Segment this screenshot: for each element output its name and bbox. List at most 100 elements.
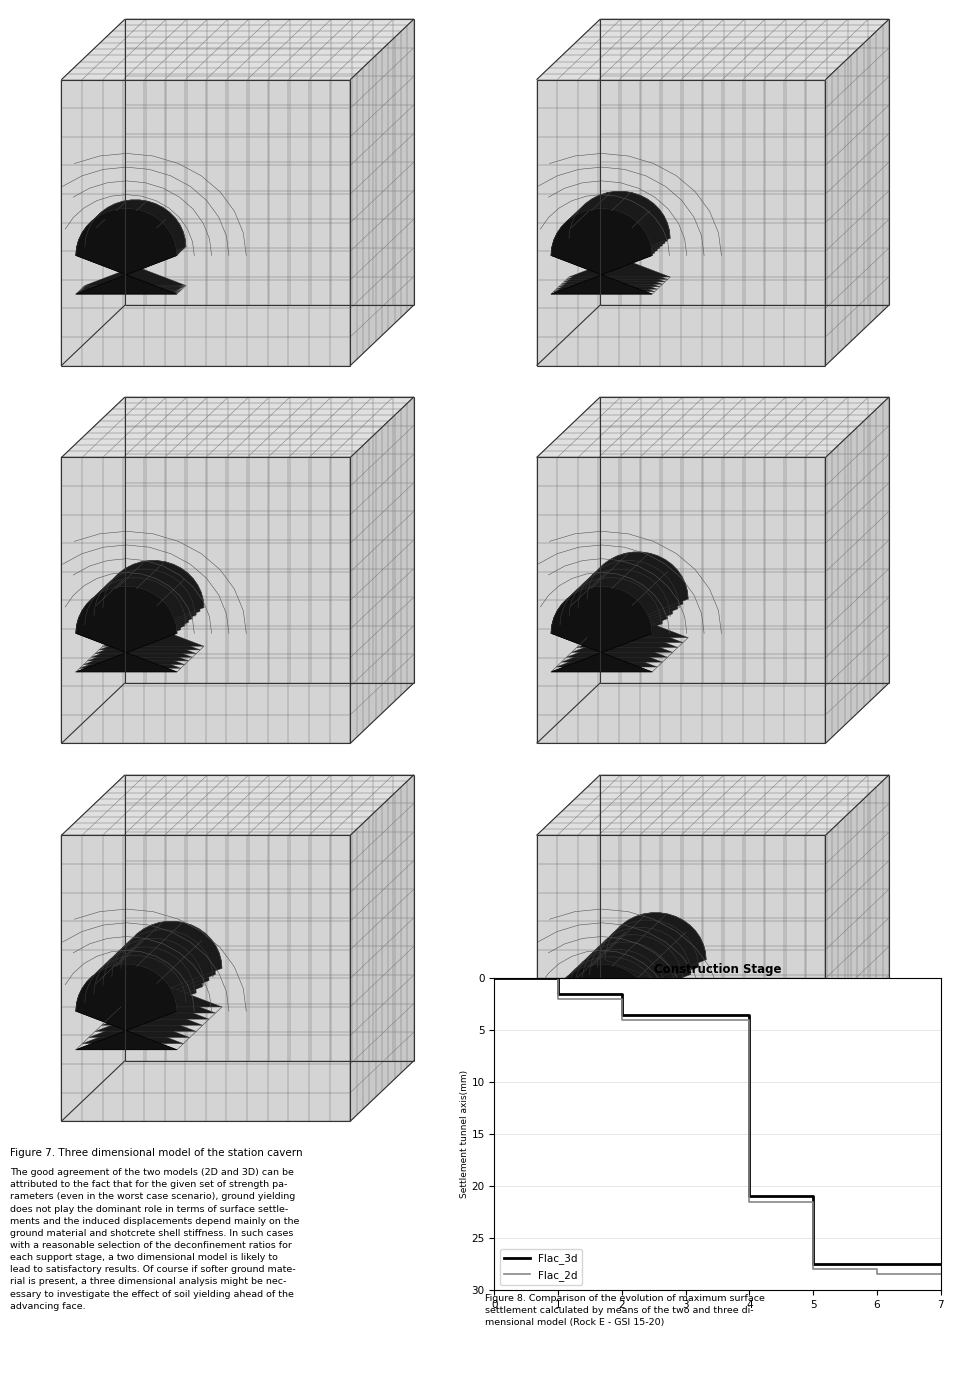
Line: Flac_2d: Flac_2d xyxy=(494,978,941,1275)
Polygon shape xyxy=(95,567,196,653)
Polygon shape xyxy=(84,199,186,285)
Polygon shape xyxy=(826,397,889,743)
Polygon shape xyxy=(556,203,658,289)
Polygon shape xyxy=(61,397,414,458)
Flac_3d xyxy=(807,1187,819,1204)
Polygon shape xyxy=(350,19,414,365)
Polygon shape xyxy=(76,587,177,671)
Flac_3d xyxy=(744,1187,756,1204)
Polygon shape xyxy=(577,562,678,648)
Polygon shape xyxy=(76,587,177,671)
Polygon shape xyxy=(537,19,889,80)
Flac_2d xyxy=(616,1012,628,1028)
Polygon shape xyxy=(566,949,667,1035)
Flac_2d xyxy=(680,1012,691,1028)
Polygon shape xyxy=(562,199,662,284)
Polygon shape xyxy=(551,965,652,1049)
Polygon shape xyxy=(556,581,658,667)
Flac_2d xyxy=(807,1261,819,1277)
Polygon shape xyxy=(589,927,691,1013)
Polygon shape xyxy=(83,202,183,288)
Polygon shape xyxy=(121,922,222,1008)
Flac_2d xyxy=(616,991,628,1008)
Polygon shape xyxy=(99,565,200,650)
Flac_3d xyxy=(552,970,564,987)
Flac_2d xyxy=(744,1012,756,1028)
Polygon shape xyxy=(559,956,660,1042)
Polygon shape xyxy=(61,836,350,1121)
Polygon shape xyxy=(84,201,184,286)
Text: ΤΑ ΝΕΑ ΤΗΣ ΕΕΕΕΓΜ – Αρ. 11 - ΔΕΚΕΜΒΡΙΟΣ 2007: ΤΑ ΝΕΑ ΤΗΣ ΕΕΕΕΓΜ – Αρ. 11 - ΔΕΚΕΜΒΡΙΟΣ … xyxy=(12,1358,380,1372)
Legend: Flac_3d, Flac_2d: Flac_3d, Flac_2d xyxy=(499,1250,582,1284)
Line: Flac_3d: Flac_3d xyxy=(494,978,941,1264)
Polygon shape xyxy=(91,572,192,657)
Flac_3d xyxy=(680,1006,691,1023)
Text: The good agreement of the two models (2D and 3D) can be
attributed to the fact t: The good agreement of the two models (2D… xyxy=(10,1168,299,1311)
Polygon shape xyxy=(61,775,414,836)
Polygon shape xyxy=(571,566,673,652)
Polygon shape xyxy=(537,80,826,365)
Flac_3d xyxy=(489,970,500,987)
Polygon shape xyxy=(95,945,196,1031)
Flac_3d xyxy=(872,1255,883,1272)
Polygon shape xyxy=(76,209,177,293)
Polygon shape xyxy=(537,775,889,836)
Flac_3d xyxy=(807,1255,819,1272)
Flac_2d xyxy=(935,1266,947,1283)
Polygon shape xyxy=(551,209,652,293)
Polygon shape xyxy=(605,912,707,998)
Polygon shape xyxy=(597,920,699,1006)
Flac_2d xyxy=(680,1012,691,1028)
Polygon shape xyxy=(80,583,180,668)
Polygon shape xyxy=(350,397,414,743)
Flac_2d xyxy=(552,970,564,987)
Flac_2d xyxy=(489,970,500,987)
Polygon shape xyxy=(88,952,190,1038)
Polygon shape xyxy=(569,191,670,277)
Flac_3d xyxy=(744,1006,756,1023)
Polygon shape xyxy=(84,579,184,664)
Polygon shape xyxy=(537,458,826,743)
Polygon shape xyxy=(551,209,652,293)
Flac_3d xyxy=(616,1006,628,1023)
Polygon shape xyxy=(566,194,667,280)
Flac_3d xyxy=(872,1255,883,1272)
Polygon shape xyxy=(83,958,183,1044)
Polygon shape xyxy=(537,397,889,458)
Polygon shape xyxy=(537,836,826,1121)
Flac_3d xyxy=(552,985,564,1002)
Polygon shape xyxy=(826,19,889,365)
Text: Figure 8. Comparison of the evolution of maximum surface
settlement calculated b: Figure 8. Comparison of the evolution of… xyxy=(485,1294,765,1327)
Polygon shape xyxy=(574,943,675,1028)
Flac_2d xyxy=(807,1193,819,1210)
Flac_3d xyxy=(616,985,628,1002)
Text: Σελίδα 7: Σελίδα 7 xyxy=(886,1358,948,1372)
Polygon shape xyxy=(81,203,182,289)
Polygon shape xyxy=(559,201,660,286)
Polygon shape xyxy=(61,80,350,365)
Polygon shape xyxy=(61,19,414,80)
Polygon shape xyxy=(551,587,652,671)
Polygon shape xyxy=(564,197,665,282)
Polygon shape xyxy=(103,561,204,646)
Polygon shape xyxy=(554,206,655,292)
Polygon shape xyxy=(61,458,350,743)
Polygon shape xyxy=(76,965,177,1049)
Polygon shape xyxy=(87,576,188,662)
Polygon shape xyxy=(108,934,209,1019)
Flac_3d xyxy=(680,1006,691,1023)
Flac_2d xyxy=(552,991,564,1008)
Polygon shape xyxy=(77,208,179,293)
Polygon shape xyxy=(76,209,177,293)
Flac_2d xyxy=(744,1193,756,1210)
Polygon shape xyxy=(566,572,667,657)
Polygon shape xyxy=(587,552,688,638)
Text: Figure 7. Three dimensional model of the station cavern: Figure 7. Three dimensional model of the… xyxy=(10,1147,302,1158)
Polygon shape xyxy=(79,206,180,292)
Y-axis label: Settlement tunnel axis(mm): Settlement tunnel axis(mm) xyxy=(460,1070,468,1199)
Polygon shape xyxy=(551,587,652,671)
Polygon shape xyxy=(582,556,683,642)
Flac_2d xyxy=(872,1266,883,1283)
Flac_2d xyxy=(872,1261,883,1277)
Polygon shape xyxy=(102,940,203,1026)
